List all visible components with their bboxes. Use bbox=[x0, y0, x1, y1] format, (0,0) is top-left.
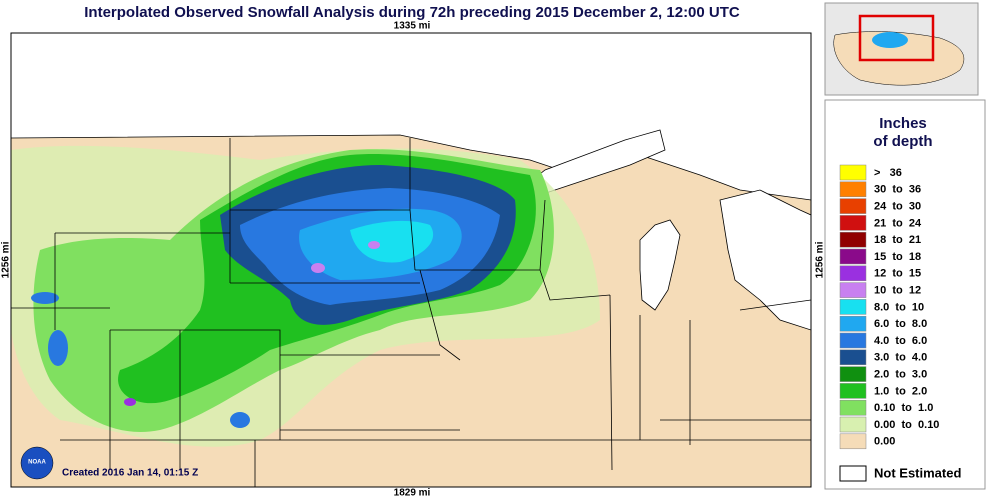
noaa-logo-text: NOAA bbox=[28, 460, 46, 466]
legend-label: 1.0 to 2.0 bbox=[874, 385, 927, 397]
legend-label: 2.0 to 3.0 bbox=[874, 369, 927, 381]
legend-label: 18 to 21 bbox=[874, 234, 921, 246]
legend-label: 4.0 to 6.0 bbox=[874, 335, 927, 347]
legend-swatch bbox=[839, 164, 867, 181]
legend-label: 6.0 to 8.0 bbox=[874, 318, 927, 330]
snow-10-12 bbox=[368, 241, 380, 249]
legend-label: > 36 bbox=[874, 167, 902, 179]
legend-swatch bbox=[839, 215, 867, 231]
legend-label: 10 to 12 bbox=[874, 285, 921, 297]
map-frame bbox=[10, 32, 812, 488]
legend: Inches of depth Not Estimated > 36 30 to … bbox=[824, 99, 986, 490]
legend-swatch bbox=[839, 433, 867, 450]
inset-map bbox=[824, 2, 979, 96]
lake-superior bbox=[519, 129, 666, 196]
legend-swatch bbox=[839, 315, 867, 332]
not-estimated-swatch bbox=[839, 465, 867, 482]
legend-label: 0.00 to 0.10 bbox=[874, 419, 939, 431]
scale-top: 1335 mi bbox=[394, 21, 431, 32]
snow-10-12 bbox=[311, 263, 325, 273]
legend-label: 30 to 36 bbox=[874, 184, 921, 196]
legend-swatch bbox=[839, 282, 867, 298]
snow-8-10 bbox=[350, 220, 434, 263]
inset-highlight bbox=[858, 14, 935, 62]
legend-swatch bbox=[839, 332, 867, 349]
legend-swatch bbox=[839, 399, 867, 416]
legend-title: Inches bbox=[879, 115, 927, 132]
snow-4-6 bbox=[31, 292, 59, 304]
legend-swatch bbox=[839, 349, 867, 366]
legend-swatch bbox=[839, 299, 867, 315]
inset-land bbox=[833, 31, 965, 86]
legend-swatch bbox=[839, 181, 867, 198]
legend-title: of depth bbox=[873, 133, 932, 150]
scale-right: 1256 mi bbox=[815, 241, 826, 278]
legend-label: 24 to 30 bbox=[874, 201, 921, 213]
noaa-logo bbox=[20, 446, 54, 480]
state-borders bbox=[11, 138, 811, 487]
legend-label: 12 to 15 bbox=[874, 268, 921, 280]
scale-bottom: 1829 mi bbox=[394, 488, 431, 499]
snow-4-6 bbox=[230, 412, 250, 428]
title: Interpolated Observed Snowfall Analysis … bbox=[84, 4, 740, 21]
not-estimated-label: Not Estimated bbox=[874, 465, 961, 480]
inset-snow bbox=[872, 32, 908, 48]
legend-swatch bbox=[839, 383, 867, 399]
legend-label: 3.0 to 4.0 bbox=[874, 352, 927, 364]
legend-label: 0.00 bbox=[874, 436, 895, 448]
snow-12-15 bbox=[124, 398, 136, 406]
legend-swatch bbox=[839, 366, 867, 382]
legend-swatch bbox=[839, 231, 867, 248]
main-map: NOAA Created 2016 Jan 14, 01:15 Z bbox=[10, 32, 812, 488]
snow-4-6 bbox=[48, 330, 68, 366]
legend-swatch bbox=[839, 265, 867, 282]
created-note: Created 2016 Jan 14, 01:15 Z bbox=[62, 468, 198, 479]
legend-label: 21 to 24 bbox=[874, 217, 922, 229]
legend-label: 0.10 to 1.0 bbox=[874, 402, 933, 414]
lake-michigan bbox=[639, 219, 681, 311]
legend-label: 8.0 to 10 bbox=[874, 301, 924, 313]
scale-left: 1256 mi bbox=[1, 241, 12, 278]
legend-swatch bbox=[839, 248, 867, 265]
legend-swatch bbox=[839, 416, 867, 433]
legend-swatch bbox=[839, 198, 867, 214]
legend-label: 15 to 18 bbox=[874, 251, 921, 263]
lake-huron bbox=[719, 189, 811, 331]
